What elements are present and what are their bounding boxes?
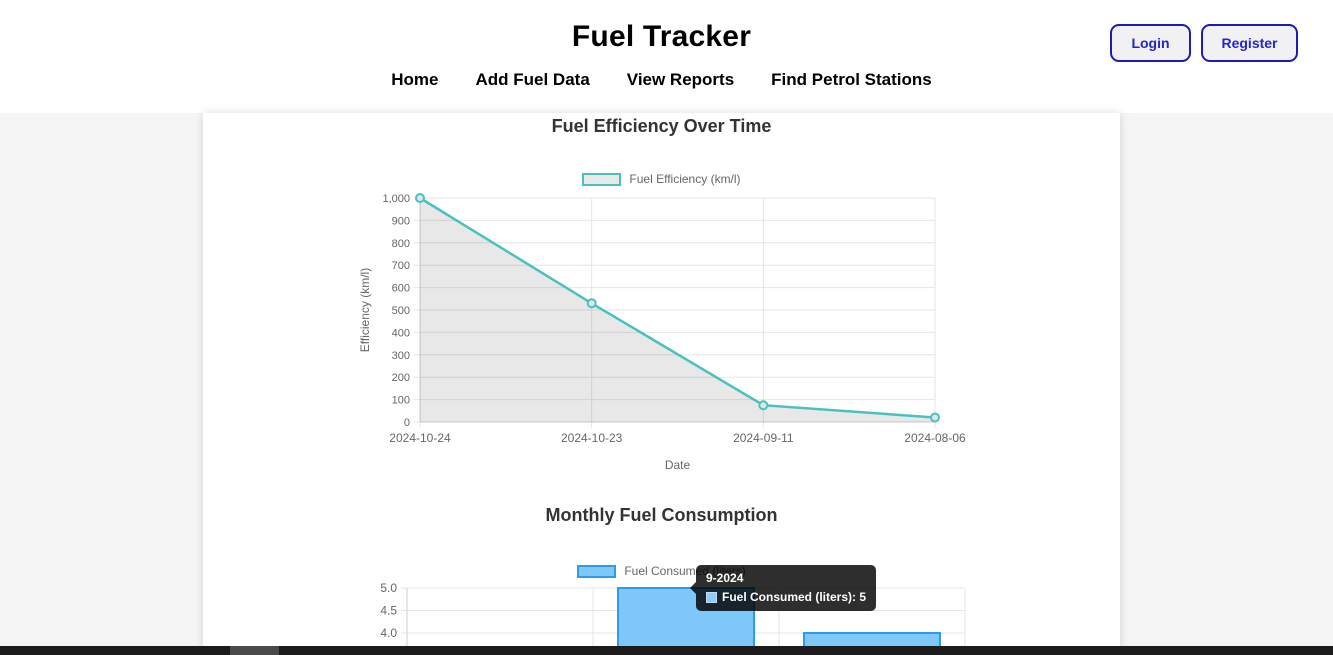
svg-text:0: 0 — [404, 417, 410, 429]
svg-text:2024-10-24: 2024-10-24 — [389, 431, 451, 445]
svg-text:4.0: 4.0 — [380, 626, 397, 640]
svg-text:200: 200 — [392, 372, 410, 384]
tooltip-color-swatch — [706, 591, 717, 603]
chart1-legend-label: Fuel Efficiency (km/l) — [629, 172, 741, 186]
svg-text:400: 400 — [392, 327, 410, 339]
svg-text:Efficiency (km/l): Efficiency (km/l) — [358, 268, 372, 352]
chart2-legend-swatch — [577, 564, 617, 578]
fuel-efficiency-line-chart[interactable]: 0 100 200 300 400 500 600 700 800 900 1,000 2024-10… — [355, 185, 980, 477]
tooltip-title: 9-2024 — [706, 571, 744, 585]
svg-text:2024-08-06: 2024-08-06 — [904, 431, 966, 445]
nav-item-view-reports[interactable]: View Reports — [626, 70, 735, 89]
page-title: Fuel Tracker — [571, 20, 752, 53]
chart-tooltip: 9-2024 Fuel Consumed (liters): 5 — [690, 565, 877, 611]
svg-text:300: 300 — [392, 350, 410, 362]
nav-item-find-petrol-stations[interactable]: Find Petrol Stations — [771, 70, 932, 89]
svg-text:500: 500 — [392, 305, 410, 317]
horizontal-scrollbar-track[interactable] — [0, 646, 1333, 655]
svg-text:5.0: 5.0 — [380, 581, 397, 595]
chart1-legend-swatch — [582, 172, 622, 186]
horizontal-scrollbar-thumb[interactable] — [230, 646, 279, 655]
svg-text:600: 600 — [392, 283, 410, 295]
fuel-consumption-bar-chart[interactable]: 5.0 4.5 4.0 — [355, 578, 980, 655]
svg-text:100: 100 — [392, 395, 410, 407]
tooltip-caret — [690, 582, 696, 594]
svg-text:2024-09-11: 2024-09-11 — [733, 431, 794, 445]
svg-text:Date: Date — [665, 458, 691, 472]
nav-item-home[interactable]: Home — [391, 70, 439, 89]
svg-text:2024-10-23: 2024-10-23 — [561, 431, 623, 445]
svg-text:4.5: 4.5 — [380, 604, 397, 618]
header: Fuel Tracker Home Add Fuel Data View Rep… — [0, 0, 1333, 113]
register-button[interactable]: Register — [1201, 24, 1298, 62]
main-nav: Home Add Fuel Data View Reports Find Pet… — [203, 70, 1120, 90]
nav-item-add-fuel-data[interactable]: Add Fuel Data — [475, 70, 590, 89]
chart1-legend-item[interactable]: Fuel Efficiency (km/l) — [203, 172, 1120, 186]
chart2-title: Monthly Fuel Consumption — [545, 505, 778, 525]
tooltip-label: Fuel Consumed (liters): 5 — [722, 590, 867, 604]
content-card — [203, 113, 1120, 655]
svg-text:800: 800 — [392, 238, 410, 250]
login-button[interactable]: Login — [1110, 24, 1191, 62]
svg-text:1,000: 1,000 — [382, 193, 410, 205]
svg-text:900: 900 — [392, 215, 410, 227]
svg-text:700: 700 — [392, 260, 410, 272]
tooltip-row: Fuel Consumed (liters): 5 — [706, 590, 866, 604]
chart2-legend-item[interactable]: Fuel Consumed (liters) — [203, 564, 1120, 578]
chart1-title: Fuel Efficiency Over Time — [551, 116, 772, 136]
